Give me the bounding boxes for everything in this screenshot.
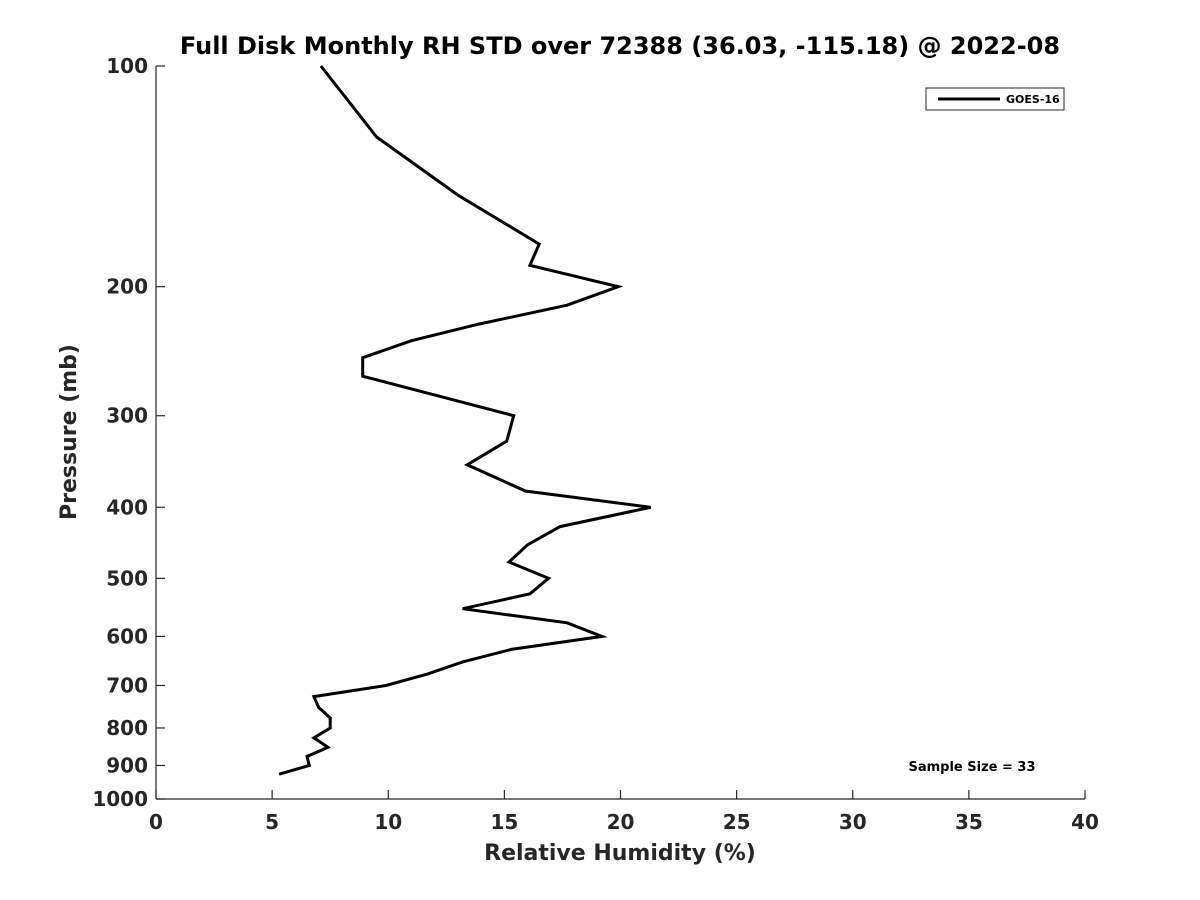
y-tick-label: 700 bbox=[106, 673, 148, 697]
x-tick-label: 40 bbox=[1071, 810, 1099, 834]
x-tick-label: 10 bbox=[374, 810, 402, 834]
x-tick-label: 25 bbox=[723, 810, 751, 834]
y-axis-label: Pressure (mb) bbox=[57, 344, 82, 520]
legend-label-goes-16: GOES-16 bbox=[1006, 93, 1060, 106]
series-line-goes-16 bbox=[278, 65, 652, 776]
y-tick-label: 300 bbox=[106, 404, 148, 428]
y-tick-label: 100 bbox=[106, 54, 148, 78]
y-axis-ticks: 100 200 300 400 500 600 700 800 900 1000 bbox=[92, 54, 165, 811]
x-tick-label: 20 bbox=[607, 810, 635, 834]
legend: GOES-16 bbox=[925, 87, 1065, 111]
y-tick-label: 200 bbox=[106, 275, 148, 299]
y-tick-label: 800 bbox=[106, 716, 148, 740]
sample-size-annotation: Sample Size = 33 bbox=[908, 760, 1035, 775]
y-tick-label: 500 bbox=[106, 566, 148, 590]
x-tick-label: 35 bbox=[955, 810, 983, 834]
y-tick-label: 1000 bbox=[92, 787, 148, 811]
y-tick-label: 900 bbox=[106, 753, 148, 777]
x-axis-label: Relative Humidity (%) bbox=[484, 841, 756, 866]
y-tick-label: 600 bbox=[106, 624, 148, 648]
chart-title: Full Disk Monthly RH STD over 72388 (36.… bbox=[180, 32, 1060, 60]
x-tick-label: 0 bbox=[149, 810, 163, 834]
plot-area bbox=[155, 66, 1085, 800]
x-axis-ticks: 0 5 10 15 20 25 30 35 40 bbox=[149, 790, 1099, 834]
x-tick-label: 15 bbox=[490, 810, 518, 834]
series-layer bbox=[278, 65, 652, 776]
x-tick-label: 30 bbox=[839, 810, 867, 834]
x-tick-label: 5 bbox=[265, 810, 279, 834]
y-tick-label: 400 bbox=[106, 495, 148, 519]
